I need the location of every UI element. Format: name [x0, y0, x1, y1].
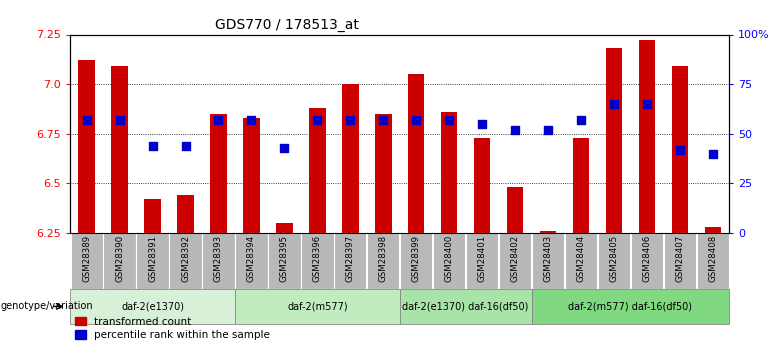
Point [443, 117, 456, 122]
Text: GSM28395: GSM28395 [280, 235, 289, 282]
Bar [540, 231, 556, 233]
Point [147, 143, 159, 148]
Text: GSM28397: GSM28397 [346, 235, 355, 282]
Point [640, 101, 653, 107]
Point [212, 117, 225, 122]
Bar [474, 138, 491, 233]
Bar [144, 199, 161, 233]
Text: GSM28404: GSM28404 [576, 235, 586, 282]
Bar [631, 233, 663, 288]
Bar [532, 233, 564, 288]
Bar [639, 40, 655, 233]
Text: GSM28405: GSM28405 [609, 235, 619, 282]
Point [80, 117, 93, 122]
Text: GSM28398: GSM28398 [379, 235, 388, 282]
Bar [367, 233, 399, 288]
Point [311, 117, 324, 122]
Point [542, 127, 555, 132]
Text: GSM28402: GSM28402 [511, 235, 519, 282]
Bar [606, 48, 622, 233]
Text: GSM28393: GSM28393 [214, 235, 223, 282]
Bar [375, 114, 392, 233]
Bar [334, 233, 367, 288]
Text: GSM28391: GSM28391 [148, 235, 157, 282]
Point [707, 151, 719, 156]
Text: daf-2(e1370) daf-16(df50): daf-2(e1370) daf-16(df50) [402, 302, 529, 312]
Bar [408, 74, 424, 233]
Bar [276, 223, 292, 233]
Bar [466, 233, 498, 288]
Point [674, 147, 686, 152]
Text: GSM28394: GSM28394 [247, 235, 256, 282]
Bar [136, 233, 168, 288]
Bar [499, 233, 531, 288]
Bar [704, 227, 721, 233]
Text: GSM28407: GSM28407 [675, 235, 684, 282]
Bar [70, 288, 235, 324]
Point [509, 127, 521, 132]
Bar [664, 233, 696, 288]
Bar [301, 233, 334, 288]
Point [344, 117, 356, 122]
Text: daf-2(m577) daf-16(df50): daf-2(m577) daf-16(df50) [569, 302, 693, 312]
Bar [104, 233, 136, 288]
Point [575, 117, 587, 122]
Text: GSM28403: GSM28403 [544, 235, 552, 282]
Point [377, 117, 389, 122]
Bar [507, 187, 523, 233]
Bar [169, 233, 202, 288]
Text: daf-2(e1370): daf-2(e1370) [121, 302, 184, 312]
Text: GDS770 / 178513_at: GDS770 / 178513_at [215, 18, 359, 32]
Text: GSM28401: GSM28401 [477, 235, 487, 282]
Bar [177, 195, 193, 233]
Point [608, 101, 620, 107]
Bar [441, 112, 457, 233]
Text: GSM28392: GSM28392 [181, 235, 190, 282]
Point [245, 117, 257, 122]
Text: GSM28406: GSM28406 [643, 235, 651, 282]
Text: GSM28389: GSM28389 [82, 235, 91, 282]
Point [113, 117, 126, 122]
Bar [202, 233, 235, 288]
Bar [573, 138, 589, 233]
Bar [433, 233, 466, 288]
Bar [211, 114, 227, 233]
Point [476, 121, 488, 127]
Bar [400, 288, 532, 324]
Text: GSM28396: GSM28396 [313, 235, 322, 282]
Bar [565, 233, 597, 288]
Bar [268, 233, 300, 288]
Bar [597, 233, 630, 288]
Bar [342, 84, 359, 233]
Bar [79, 60, 95, 233]
Text: GSM28390: GSM28390 [115, 235, 124, 282]
Text: GSM28400: GSM28400 [445, 235, 454, 282]
Bar [697, 233, 729, 288]
Bar [672, 66, 688, 233]
Text: GSM28408: GSM28408 [708, 235, 718, 282]
Point [179, 143, 192, 148]
Point [410, 117, 423, 122]
Point [278, 145, 291, 150]
Bar [70, 233, 103, 288]
Bar [243, 118, 260, 233]
Bar [112, 66, 128, 233]
Bar [236, 233, 268, 288]
Text: daf-2(m577): daf-2(m577) [287, 302, 348, 312]
Text: genotype/variation: genotype/variation [1, 302, 94, 312]
Bar [235, 288, 400, 324]
Bar [532, 288, 729, 324]
Legend: transformed count, percentile rank within the sample: transformed count, percentile rank withi… [76, 317, 270, 340]
Bar [309, 108, 325, 233]
Text: GSM28399: GSM28399 [412, 235, 420, 282]
Bar [400, 233, 432, 288]
